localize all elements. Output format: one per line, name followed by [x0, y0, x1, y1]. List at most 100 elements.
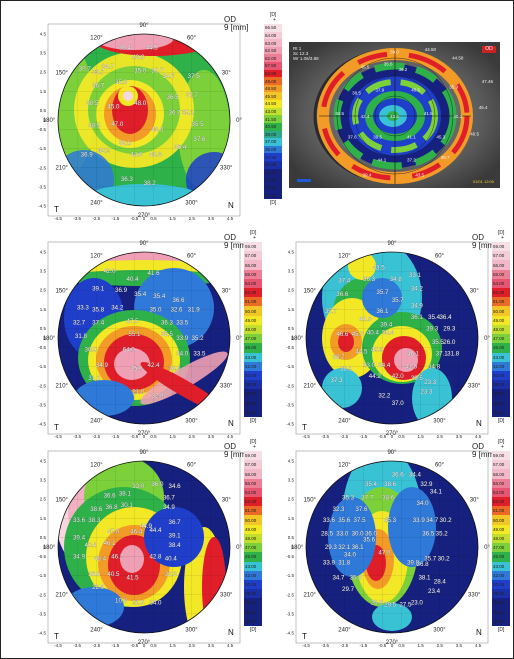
x-tick-label: 3.5 — [208, 643, 215, 648]
map-value: 35.6 — [363, 536, 376, 543]
scale-swatch — [492, 352, 510, 362]
map-value: 10.8 — [115, 598, 128, 605]
map-value: 42.0 — [104, 268, 117, 275]
scale-label: 50.00 — [493, 308, 505, 314]
scale-swatch — [244, 398, 262, 408]
angle-label: 90° — [387, 450, 397, 456]
scale-swatch — [264, 84, 282, 93]
scale-label: 39.00 — [493, 382, 505, 388]
scale-label: 57.00 — [245, 253, 257, 259]
map-value: 44.5 — [355, 348, 368, 355]
scale-swatch — [244, 451, 262, 461]
angle-label: 300° — [433, 627, 446, 633]
scale-label: 55.00 — [493, 480, 505, 486]
x-tick-label: 0 — [391, 434, 394, 439]
angle-label: 330° — [468, 384, 481, 390]
scale-swatch — [264, 46, 282, 55]
scale-swatch — [492, 288, 510, 298]
x-tick-label: -4.5 — [302, 643, 310, 648]
angle-label: 180° — [43, 545, 56, 551]
y-tick-label: 4.5 — [40, 250, 47, 255]
scale-swatch — [244, 487, 262, 498]
map-value: 47.0 — [378, 550, 391, 557]
y-tick-label: -1.5 — [38, 146, 46, 151]
x-tick-label: 0 — [391, 643, 394, 648]
y-tick-label: -1.5 — [286, 364, 294, 369]
map-value: 38.6 — [384, 481, 397, 488]
eye-label: OD 9 [mm] — [224, 16, 248, 32]
x-tick-label: -4.5 — [302, 434, 310, 439]
angle-label: 240° — [90, 627, 103, 633]
angle-label: 150° — [56, 71, 69, 77]
scale-label: 43.00 — [493, 354, 505, 360]
scale-label: 50.00 — [245, 308, 257, 314]
scale-label: 38.00 — [493, 600, 505, 606]
scale-unit: [D] — [250, 439, 257, 445]
diameter-label: 9 [mm] — [224, 23, 249, 32]
x-tick-label: 0.5 — [150, 643, 157, 648]
map-value: 46.1 — [407, 350, 420, 357]
scale-swatch — [244, 269, 262, 279]
map-value: 36.7 — [169, 109, 182, 116]
scale-label: 47.00 — [245, 336, 257, 342]
map-value: 40.4 — [84, 542, 97, 549]
scale-unit-bottom: [D] — [250, 627, 257, 633]
photo-value: 41.5 — [424, 111, 433, 116]
map-value: 42.0 — [392, 373, 405, 380]
angle-label: 0° — [484, 545, 490, 551]
eye-label: OD 9 [mm] — [224, 234, 248, 250]
scale-swatch — [492, 543, 510, 553]
scale-unit-sign: + — [273, 17, 276, 23]
scale-swatch — [264, 145, 282, 154]
map-value: 44.9 — [140, 523, 153, 530]
temporal-label: T — [54, 632, 59, 641]
axis-frame — [47, 23, 241, 217]
scale-label: 36.00 — [245, 400, 257, 406]
map-value: 34.0 — [176, 350, 189, 357]
map-value: 64.0 — [123, 346, 136, 353]
angle-label: 120° — [338, 463, 351, 469]
scale-label: 55.00 — [245, 271, 257, 277]
map-value: 35.4 — [428, 314, 441, 321]
scale-unit-sign: + — [501, 235, 504, 241]
map-value: 48.4 — [94, 555, 107, 562]
scale-swatch — [492, 297, 510, 307]
x-tick-label: 2.5 — [189, 434, 196, 439]
eye-od: OD — [472, 233, 484, 242]
diameter-label: 9 [mm] — [472, 241, 497, 250]
scale-label: 36.00 — [493, 400, 505, 406]
map-value: 23.3 — [420, 389, 433, 396]
y-tick-label: 4.5 — [40, 459, 47, 464]
scale-label: 40.00 — [245, 373, 257, 379]
map-value: 31.8 — [447, 350, 460, 357]
map-value: 33.6 — [73, 517, 86, 524]
x-tick-label: 4.5 — [475, 434, 482, 439]
map-value: 36.6 — [169, 366, 182, 373]
y-tick-label: 4.5 — [288, 250, 295, 255]
map-value: 41.0 — [405, 364, 418, 371]
scale-swatch — [492, 533, 510, 544]
map-value: 35.4 — [365, 481, 378, 488]
map-value: 35.0 — [134, 67, 147, 74]
scale-label: 35.00 — [493, 618, 505, 624]
map-value: 29.3 — [325, 544, 338, 551]
scale-label: 62.50 — [265, 48, 277, 54]
scale-label: 45.00 — [493, 554, 505, 560]
map-value: 29.7 — [342, 586, 355, 593]
scale-label: 33.00 — [265, 162, 277, 168]
map-value: 43.5 — [373, 264, 386, 271]
map-value: 46.2 — [111, 554, 124, 561]
x-tick-label: 3.5 — [456, 643, 463, 648]
y-tick-label: 0.5 — [40, 535, 47, 540]
scale-label: 50.00 — [493, 517, 505, 523]
map-value: 21.6 — [132, 599, 145, 606]
map-value: 35.0 — [130, 366, 143, 373]
scale-swatch — [264, 115, 282, 123]
scale-swatch — [244, 242, 262, 252]
scale-swatch — [244, 343, 262, 353]
x-tick-label: 3.5 — [208, 216, 215, 221]
scale-swatch — [492, 506, 510, 516]
scale-label: 42.00 — [493, 363, 505, 369]
map-value: 31.8 — [338, 559, 351, 566]
scale-swatch — [244, 598, 262, 608]
